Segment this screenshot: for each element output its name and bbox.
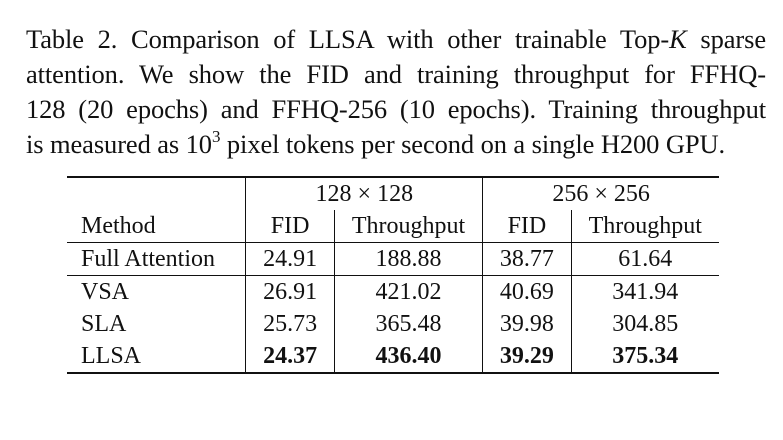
caption-label: Table 2.: [26, 24, 118, 54]
table-row: LLSA 24.37 436.40 39.29 375.34: [67, 340, 719, 374]
cell-throughput-256: 341.94: [570, 275, 719, 308]
row-method: VSA: [67, 275, 246, 308]
row-method: Full Attention: [67, 242, 246, 276]
cell-throughput-128: 421.02: [333, 275, 483, 308]
cell-fid-128: 24.91: [245, 242, 335, 276]
cell-throughput-128: 436.40: [333, 340, 483, 374]
results-table: 128 × 128 256 × 256 Method FID Throughpu…: [67, 176, 719, 374]
caption-text-4a: is measured as 10: [26, 129, 212, 159]
group-header-empty: [67, 176, 246, 210]
caption-line-1: Table 2. Comparison of LLSA with other t…: [26, 22, 766, 57]
cell-throughput-256: 304.85: [570, 308, 719, 340]
cell-fid-256: 39.29: [482, 340, 572, 374]
cell-fid-128: 26.91: [245, 275, 335, 308]
header-fid-256: FID: [482, 210, 572, 243]
caption-exponent: 3: [211, 127, 221, 146]
caption-k-symbol: K: [669, 24, 687, 54]
table-caption: Table 2. Comparison of LLSA with other t…: [26, 22, 766, 165]
table-row: VSA 26.91 421.02 40.69 341.94: [67, 275, 719, 308]
table-row: SLA 25.73 365.48 39.98 304.85: [67, 308, 719, 340]
caption-text-4b: pixel tokens per second on a single H200…: [220, 129, 726, 159]
cell-throughput-256: 375.34: [570, 340, 719, 374]
caption-line-4: is measured as 103 pixel tokens per seco…: [26, 127, 766, 165]
table-row: Full Attention 24.91 188.88 38.77 61.64: [67, 242, 719, 276]
cell-throughput-128: 188.88: [333, 242, 483, 276]
column-header-row: Method FID Throughput FID Throughput: [67, 210, 719, 243]
group-header-row: 128 × 128 256 × 256: [67, 176, 719, 210]
header-throughput-128: Throughput: [333, 210, 483, 243]
cell-fid-256: 39.98: [482, 308, 572, 340]
cell-throughput-256: 61.64: [570, 242, 719, 276]
cell-fid-256: 40.69: [482, 275, 572, 308]
header-method: Method: [81, 212, 156, 239]
caption-line-3: 128 (20 epochs) and FFHQ-256 (10 epochs)…: [26, 94, 766, 124]
cell-throughput-128: 365.48: [333, 308, 483, 340]
caption-line-2: attention. We show the FID and training …: [26, 59, 766, 89]
header-fid-128: FID: [245, 210, 335, 243]
header-throughput-256: Throughput: [570, 210, 719, 243]
group-header-256: 256 × 256: [482, 176, 719, 210]
caption-text-1b: sparse: [700, 24, 766, 54]
cell-fid-128: 24.37: [245, 340, 335, 374]
caption-text-1a: Comparison of LLSA with other trainable …: [131, 24, 670, 54]
row-method: SLA: [81, 310, 127, 337]
group-header-128: 128 × 128: [245, 176, 483, 210]
cell-fid-256: 38.77: [482, 242, 572, 276]
row-method: LLSA: [67, 340, 246, 374]
cell-fid-128: 25.73: [245, 308, 335, 340]
